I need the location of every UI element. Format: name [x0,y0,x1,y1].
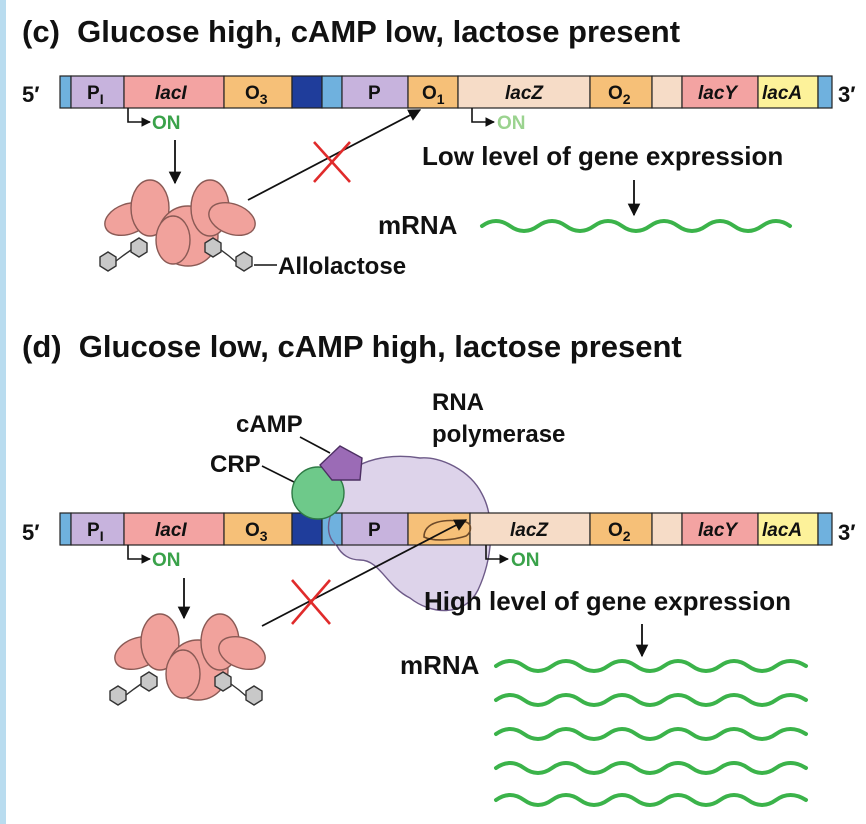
panel-d: (d) Glucose low, cAMP high, lactose pres… [22,329,856,807]
blocked-binding-arrow [247,109,422,201]
panel-c-three-prime: 3′ [838,82,856,107]
label-pi: PI [87,83,104,107]
label-laca: lacA [762,83,802,104]
label-lacy: lacY [698,83,739,104]
label-lacy: lacY [698,520,739,541]
segment-p [341,75,409,109]
inhibit-x-mark [291,579,331,625]
panel-d-title: (d) Glucose low, cAMP high, lactose pres… [22,329,682,364]
mrna-strand [494,727,808,741]
panel-c-five-prime: 5′ [22,82,40,107]
panel-c-title: (c) Glucose high, cAMP low, lactose pres… [22,14,680,49]
camp-label: cAMP [236,411,303,438]
transcription-start-arrow-lacz [485,545,509,564]
mrna-strand [494,761,808,775]
segment-o1 [407,75,459,109]
segment-o2 [589,75,653,109]
label-pi: PI [87,520,104,544]
segment-laca [757,75,819,109]
on-label-repressor: ON [152,113,181,134]
label-o2: O2 [608,520,631,544]
dna-end-left [59,75,72,109]
panel-d-dna-bar [59,512,833,546]
label-lacz: lacZ [505,83,544,104]
label-laca: lacA [762,520,802,541]
inhibit-x-mark [313,141,351,183]
mrna-strands [494,659,808,807]
label-o3: O3 [245,83,268,107]
transcription-start-arrow-lacz [471,108,495,127]
segment-laci [123,75,225,109]
on-label-lacz: ON [511,550,540,571]
mrna-strand [480,219,792,233]
panel-d-three-prime: 3′ [838,520,856,545]
on-label-lacz: ON [497,113,526,134]
transcription-start-arrow-laci [127,108,151,127]
segment-lacz [457,75,591,109]
mrna-strand [494,793,808,807]
label-p: P [368,83,381,104]
transcription-start-arrow-laci [127,545,151,564]
label-laci: lacI [155,83,187,104]
segment-lacy [681,75,759,109]
panel-c-dna-bar [59,75,833,109]
rnap-label-line2: polymerase [432,421,565,448]
mrna-strand [494,693,808,707]
segment-gap [651,75,683,109]
o1-footprint [423,519,472,541]
allolactose-label: Allolactose [278,253,406,280]
expression-label: High level of gene expression [424,586,791,616]
crp-protein [291,466,345,520]
expression-label: Low level of gene expression [422,141,783,171]
crp-pointer [261,465,299,485]
label-o3: O3 [245,520,268,544]
panel-d-five-prime: 5′ [22,520,40,545]
segment-dark-site [291,75,323,109]
rnap-label-line1: RNA [432,389,484,416]
label-laci: lacI [155,520,187,541]
mrna-label: mRNA [400,650,480,680]
label-p: P [368,520,381,541]
lac-repressor [104,179,256,267]
lac-repressor [114,613,266,701]
on-label-repressor: ON [152,550,181,571]
allolactose-molecules [109,671,263,706]
panel-c: (c) Glucose high, cAMP low, lactose pres… [22,14,856,280]
dna-end-right [817,75,833,109]
blocked-binding-arrow [261,519,468,627]
mrna-label: mRNA [378,210,458,240]
camp-molecule [319,445,363,481]
label-o1: O1 [422,83,445,107]
label-o2: O2 [608,83,631,107]
segment-spacer [321,75,343,109]
camp-pointer [299,436,331,454]
allolactose-molecules [99,237,253,272]
mrna-strand [494,659,808,673]
page-edge-accent [0,0,6,824]
label-lacz: lacZ [510,520,549,541]
crp-label: CRP [210,451,261,478]
